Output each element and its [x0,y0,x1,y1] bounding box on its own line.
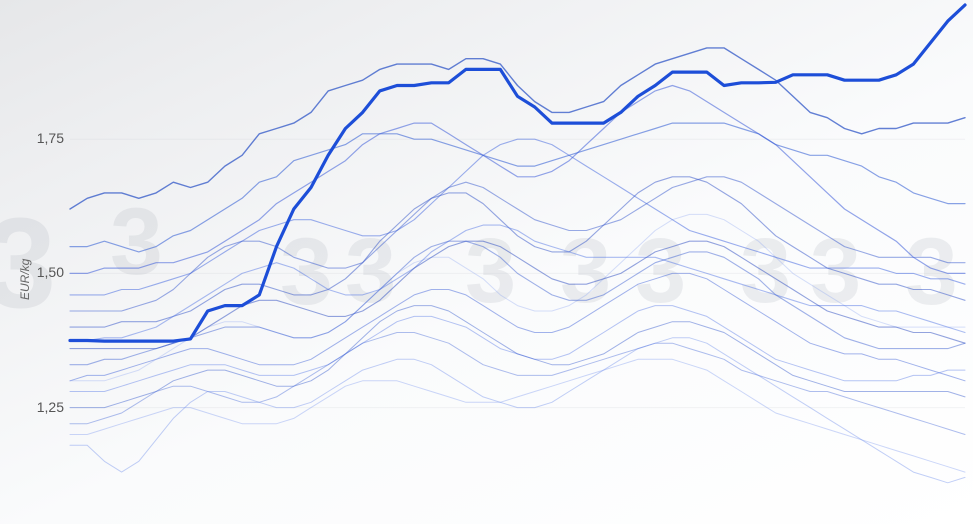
line-series-group [70,5,965,483]
series-s3 [70,86,965,274]
series-s7 [70,225,965,340]
series-s4 [70,139,965,295]
series-s6 [70,177,965,327]
series-s13 [70,333,965,435]
series-s8 [70,241,965,348]
series-s2 [70,123,965,252]
price-chart: 3333333333 EUR/kg 1,251,501,75 [0,0,973,524]
series-main [70,5,965,341]
series-s14 [70,338,965,483]
series-s1 [70,48,965,209]
plot-area [0,0,973,524]
